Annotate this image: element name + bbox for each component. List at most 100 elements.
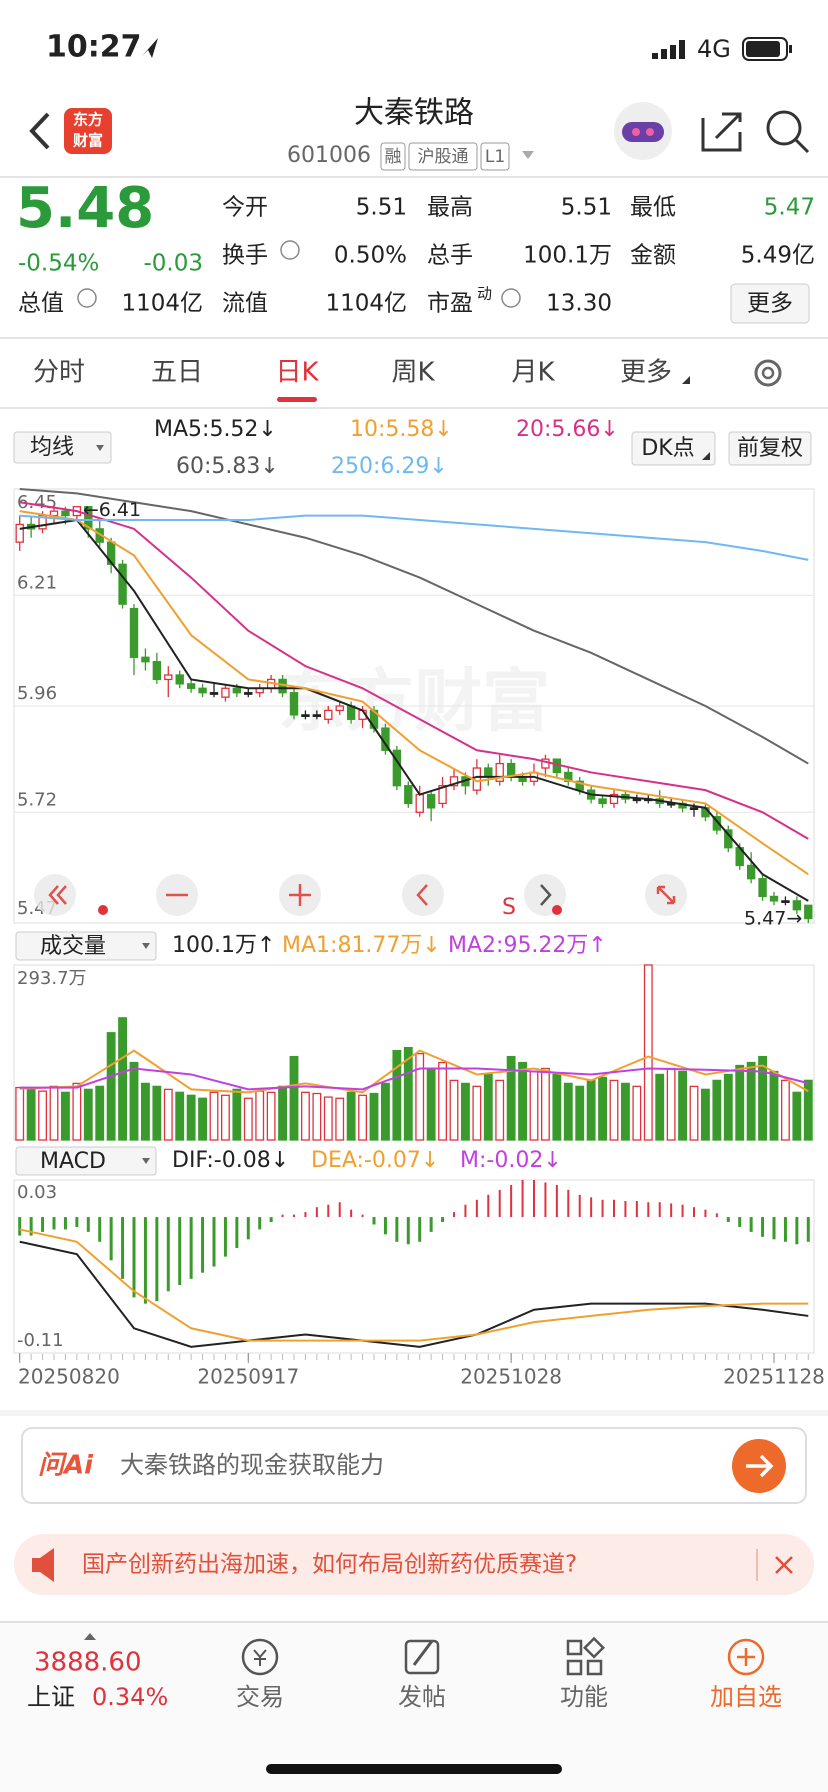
y-tick-label: 5.72 bbox=[17, 789, 57, 810]
candle-body bbox=[769, 895, 779, 902]
candle-body bbox=[186, 683, 196, 689]
y-tick-label: -0.11 bbox=[17, 1330, 64, 1351]
volume-bar bbox=[15, 1086, 25, 1141]
candle-body bbox=[792, 900, 802, 911]
field-label: 流值 bbox=[222, 291, 268, 317]
candle-body bbox=[61, 510, 70, 517]
share-button[interactable] bbox=[701, 112, 742, 152]
candle-body bbox=[49, 510, 59, 517]
candle-body bbox=[495, 762, 504, 782]
trade-icon[interactable] bbox=[241, 1638, 279, 1676]
volume-bar bbox=[712, 1079, 722, 1141]
icon bbox=[412, 1640, 434, 1666]
candle-body bbox=[129, 607, 139, 658]
x-tick-label: 20251028 bbox=[460, 1365, 562, 1389]
volume-bar bbox=[323, 1096, 333, 1141]
volume-bar bbox=[255, 1090, 265, 1141]
scroll-left-button[interactable] bbox=[34, 874, 76, 916]
candle-body bbox=[152, 661, 162, 681]
field-label: 最低 bbox=[630, 195, 676, 221]
function-icon[interactable] bbox=[566, 1636, 605, 1676]
volume-bar bbox=[541, 1067, 550, 1141]
stock-title: 大秦铁路 bbox=[354, 96, 474, 131]
tab[interactable]: 更多 bbox=[620, 358, 672, 388]
prev-button[interactable] bbox=[402, 874, 444, 916]
volume-bar bbox=[381, 1082, 390, 1141]
icon bbox=[656, 885, 676, 905]
settings-button[interactable] bbox=[754, 359, 782, 387]
tab[interactable]: 分时 bbox=[33, 358, 85, 388]
field-label: 金额 bbox=[630, 243, 676, 269]
selector-arrow bbox=[142, 943, 150, 949]
field-value: 5.49亿 bbox=[741, 243, 815, 269]
volume-bar bbox=[301, 1091, 310, 1141]
add-watch-icon[interactable] bbox=[727, 1638, 765, 1676]
expand-icon[interactable] bbox=[84, 1633, 96, 1640]
post-icon[interactable] bbox=[404, 1639, 440, 1675]
stock-code: 601006 bbox=[287, 143, 371, 168]
tab[interactable]: 日K bbox=[275, 358, 319, 388]
macd-frame bbox=[13, 1179, 815, 1354]
volume-bar bbox=[198, 1097, 207, 1141]
index-value: 3888.60 bbox=[34, 1648, 142, 1678]
volume-bar bbox=[266, 1091, 276, 1141]
network: 4G bbox=[697, 35, 731, 63]
nav-label: 加自选 bbox=[710, 1683, 782, 1711]
selector-arrow bbox=[96, 445, 104, 451]
tab[interactable]: 月K bbox=[511, 358, 555, 388]
dot bbox=[98, 905, 108, 915]
ma-legend: 250:6.29↓ bbox=[331, 454, 448, 479]
candle-body bbox=[209, 692, 219, 695]
adjust-button[interactable] bbox=[728, 431, 812, 466]
candle-body bbox=[404, 785, 413, 805]
selector-arrow bbox=[142, 1158, 150, 1164]
volume-bar bbox=[758, 1055, 767, 1141]
volume-frame bbox=[13, 964, 815, 1141]
macd-selector[interactable] bbox=[15, 1146, 157, 1176]
volume-bar bbox=[438, 1061, 447, 1141]
dk-button[interactable] bbox=[631, 431, 716, 466]
volume-bar bbox=[461, 1082, 470, 1141]
volume-bar bbox=[621, 1082, 630, 1141]
candle-body bbox=[392, 749, 402, 787]
volume-bar bbox=[415, 1052, 425, 1141]
search-button[interactable] bbox=[766, 110, 802, 146]
volume-bar bbox=[221, 1094, 230, 1141]
dropdown-icon[interactable] bbox=[522, 151, 534, 159]
news-banner[interactable] bbox=[14, 1534, 814, 1595]
volume-bar bbox=[312, 1092, 322, 1141]
tab[interactable]: 五日 bbox=[151, 358, 203, 388]
field-sup: 动 bbox=[477, 285, 492, 303]
change: -0.03 bbox=[143, 251, 203, 277]
indicator-line bbox=[19, 518, 809, 902]
candle-body bbox=[221, 687, 230, 698]
y-tick-label: 5.96 bbox=[17, 683, 57, 704]
banner-text: 国产创新药出海加速，如何布局创新药优质赛道? bbox=[82, 1552, 577, 1578]
more-button[interactable] bbox=[730, 283, 810, 324]
volume-bar bbox=[735, 1064, 745, 1141]
candle-body bbox=[712, 816, 722, 831]
volume-selector[interactable] bbox=[15, 931, 157, 961]
ask-box[interactable] bbox=[21, 1427, 807, 1504]
volume-bar bbox=[529, 1070, 539, 1141]
candle-body bbox=[804, 904, 813, 920]
button-label: DK点 bbox=[641, 436, 694, 461]
candle-body bbox=[598, 798, 607, 805]
volume-bar bbox=[586, 1079, 596, 1141]
tab[interactable]: 周K bbox=[391, 358, 435, 388]
volume-bar bbox=[278, 1085, 287, 1141]
volume-bar bbox=[141, 1082, 150, 1141]
x-tick-label: 20250917 bbox=[197, 1365, 299, 1389]
close-button[interactable] bbox=[775, 1556, 793, 1574]
volume-bar bbox=[781, 1079, 790, 1141]
info-icons bbox=[77, 240, 521, 308]
indicator-selector[interactable] bbox=[13, 431, 112, 464]
indicator-line bbox=[19, 510, 809, 876]
candle-body bbox=[198, 687, 207, 694]
back-button[interactable] bbox=[29, 112, 50, 150]
indicator-line bbox=[19, 1067, 809, 1091]
icon bbox=[746, 1454, 774, 1478]
field-label: 总手 bbox=[427, 243, 473, 269]
volume-bar bbox=[403, 1046, 413, 1141]
